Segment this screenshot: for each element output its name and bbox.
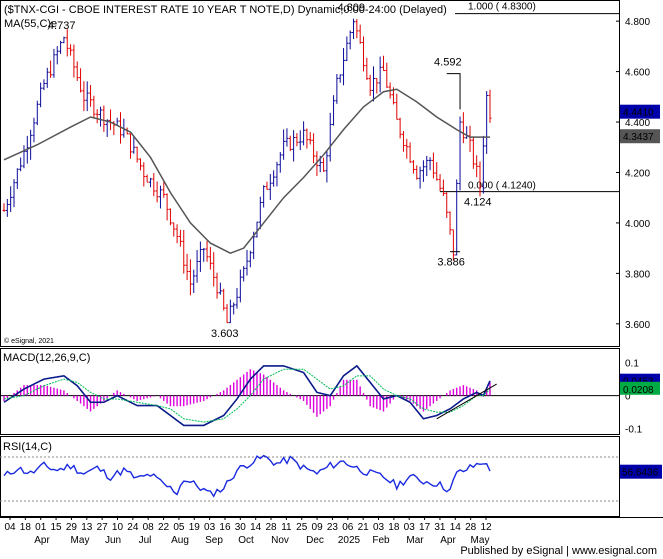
x-day-label: 22 [158,522,170,533]
rsi-panel: 56.6436 [0,454,662,502]
pivot-label: 4.809 [338,2,366,14]
x-day-label: 30 [235,522,247,533]
x-day-label: 11 [281,522,292,533]
pivot-label: 4.124 [464,197,492,209]
price-y-tick-label: 4.400 [625,118,650,129]
macd-y-tick-label: 0.1 [625,359,639,370]
swing-high-marker [446,73,461,110]
pivot-label: 4.737 [48,20,76,32]
x-day-label: 31 [434,522,446,533]
x-day-label: 04 [4,522,16,533]
x-month-label: Apr [440,535,456,546]
x-day-label: 17 [419,522,431,533]
ma-line [3,88,490,255]
price-annotations: 4.737 4.809 4.592 3.603 4.124 3.886 [48,2,492,340]
price-tags: 4.4410 4.3437 [620,104,660,144]
ma-label: MA(55,C)e [4,18,57,30]
fib-label-1: 1.000 ( 4.8300) [468,2,536,13]
x-day-label: 24 [127,522,139,533]
x-axis: 04 18 01 15 29 13 27 10 24 08 22 05 19 03 16 30 14 28 11 25… [4,517,492,546]
price-y-tick-label: 4.200 [625,168,650,179]
x-day-label: 01 [35,522,47,533]
x-day-label: 08 [143,522,155,533]
x-day-label: 27 [97,522,109,533]
x-month-label: Sep [205,535,223,546]
rsi-panel-frame [0,436,620,517]
price-y-tick-label: 3.600 [625,320,650,331]
x-month-label: Dec [306,535,324,546]
x-day-label: 25 [296,522,308,533]
macd-trendline [436,383,497,420]
x-month-label: Oct [238,535,254,546]
macd-line [3,364,491,427]
price-y-axis: 3.600 3.800 4.000 4.200 4.400 4.600 4.800 [616,17,650,331]
x-day-label: 29 [66,522,78,533]
x-day-label: 16 [219,522,231,533]
x-day-label: 14 [450,522,462,533]
price-y-tick-label: 4.600 [625,68,650,79]
x-day-label: 03 [204,522,216,533]
price-y-tick-label: 4.800 [625,17,650,28]
x-month-label: Nov [271,535,289,546]
x-day-label: 28 [465,522,477,533]
rsi-tag-bg [620,464,662,479]
x-day-label: 03 [373,522,385,533]
pivot-label: 4.592 [434,57,462,69]
fib-label-0: 0.000 ( 4.1240) [468,181,536,192]
x-month-label: Apr [34,535,50,546]
pivot-label: 3.603 [211,328,239,340]
rsi-line [3,454,491,498]
x-month-label: 2025 [338,535,361,546]
x-day-label: 13 [81,522,93,533]
macd-tag-bg [620,381,660,395]
x-month-label: Jul [139,535,152,546]
macd-panel: 0.10-0.10.04530.0208 [0,359,660,436]
price-tag-bg [620,129,660,144]
x-day-label: 18 [388,522,400,533]
price-y-tick-label: 3.800 [625,269,650,280]
fib-levels: 1.000 ( 4.8300) 0.000 ( 4.1240) [440,2,620,193]
x-month-label: Mar [406,535,424,546]
footer-published: Published by eSignal | www.esignal.com [460,545,657,557]
price-tag-label: 4.3437 [623,132,654,143]
x-day-label: 03 [404,522,416,533]
x-day-label: 10 [112,522,124,533]
x-month-label: May [471,535,490,546]
x-day-label: 09 [312,522,324,533]
macd-tag-label: 0.0208 [623,385,654,396]
x-day-label: 14 [250,522,262,533]
x-day-label: 12 [480,522,492,533]
pivot-label: 3.886 [437,257,465,269]
price-tag-bg [620,104,660,119]
x-day-label: 18 [20,522,32,533]
x-day-label: 28 [265,522,277,533]
macd-label: MACD(12,26,9,C) [3,352,90,364]
x-month-label: Feb [372,535,390,546]
x-day-label: 21 [358,522,370,533]
rsi-tag-label: 56.6436 [622,468,659,479]
price-y-tick-label: 4.000 [625,219,650,230]
x-day-label: 23 [327,522,339,533]
rsi-label: RSI(14,C) [3,441,52,453]
x-month-label: May [71,535,90,546]
x-day-label: 15 [51,522,63,533]
price-tag-label: 4.4410 [623,108,654,119]
macd-y-tick-label: 0 [625,392,631,403]
macd-panel-frame [0,348,620,435]
x-day-label: 05 [173,522,185,533]
chart-title: ($TNX-CGI - CBOE INTEREST RATE 10 YEAR T… [4,4,447,16]
macd-signal-line [3,368,491,423]
price-panel-frame [0,0,620,347]
x-month-label: Aug [171,535,189,546]
ma55-line [3,88,490,255]
x-day-label: 06 [342,522,354,533]
x-month-label: Jun [105,535,121,546]
macd-y-tick-label: -0.1 [625,425,643,436]
copyright-label: © eSignal, 2021 [4,337,54,345]
x-day-label: 19 [189,522,201,533]
price-bars [2,18,492,324]
